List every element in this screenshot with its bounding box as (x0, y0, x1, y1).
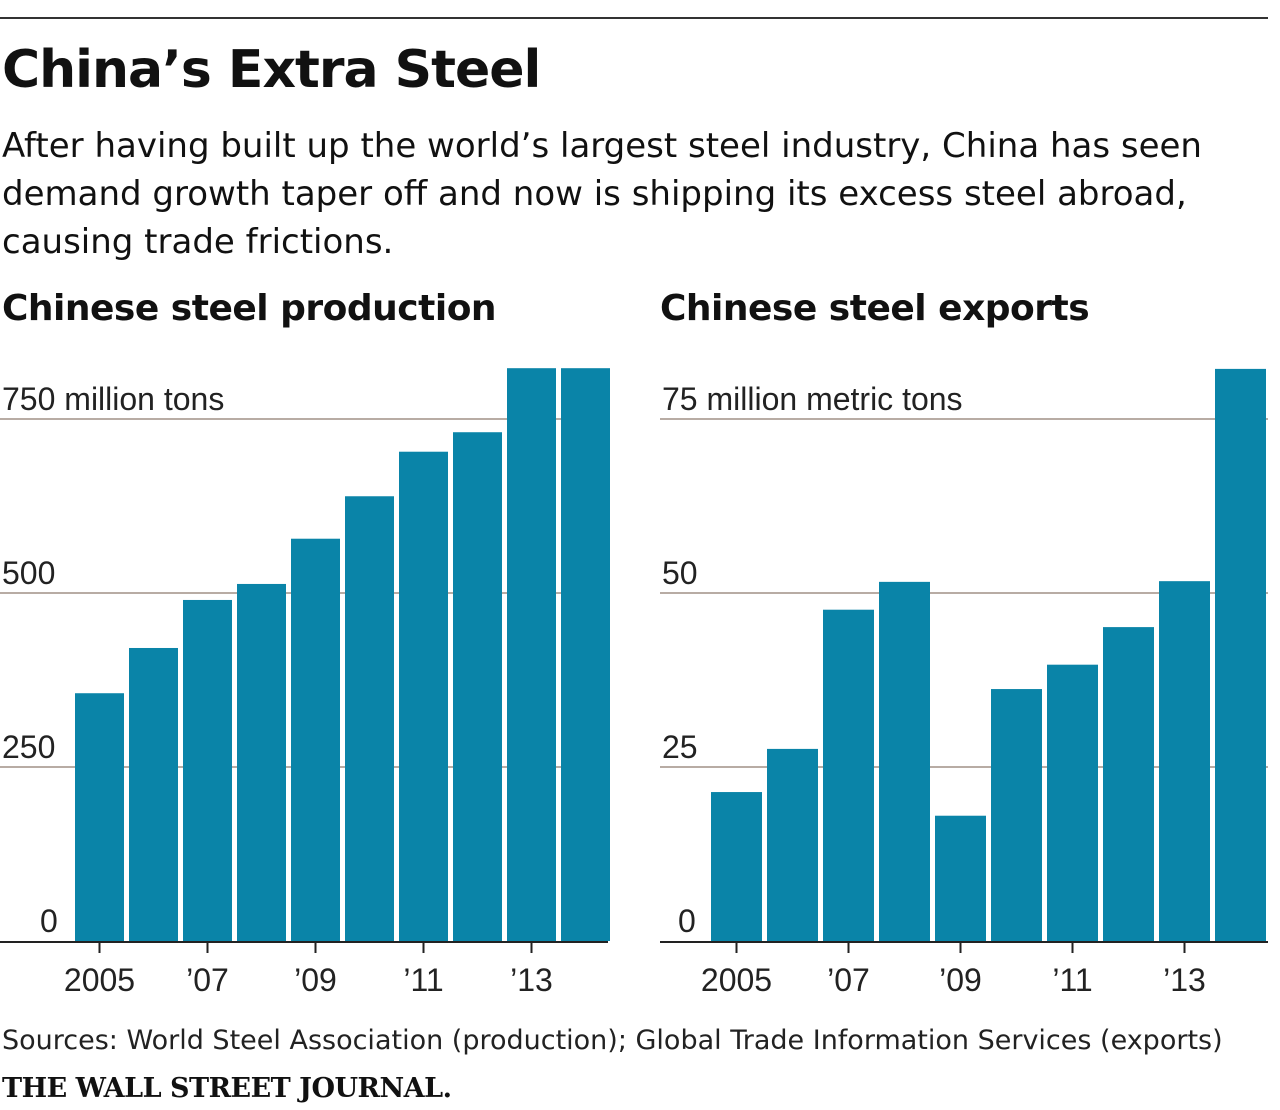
x-tick-label: 2005 (701, 962, 772, 998)
bar-2009 (935, 815, 986, 941)
bar-2007 (823, 609, 874, 941)
x-tick-label: ’09 (939, 962, 982, 998)
bar-2008 (879, 581, 930, 941)
x-tick-label: ’07 (827, 962, 870, 998)
bar-2011 (1047, 664, 1098, 941)
bar-2005 (711, 792, 762, 941)
y-tick-label: 25 (662, 729, 698, 765)
y-tick-label: 0 (678, 903, 696, 939)
source-note: Sources: World Steel Association (produc… (2, 1025, 1223, 1056)
bar-2010 (345, 496, 394, 941)
y-tick-label: 0 (40, 903, 58, 939)
bar-2013 (507, 368, 556, 941)
bar-2014 (561, 368, 610, 941)
page-title: China’s Extra Steel (2, 40, 541, 100)
bar-2013 (1159, 581, 1210, 941)
bar-2010 (991, 689, 1042, 941)
chart-title-exports: Chinese steel exports (660, 288, 1090, 329)
bar-2009 (291, 538, 340, 941)
bar-2014 (1215, 368, 1266, 941)
y-tick-label: 500 (2, 555, 55, 591)
publisher-logo: THE WALL STREET JOURNAL. (2, 1073, 452, 1104)
x-tick-label: ’07 (186, 962, 229, 998)
bar-2012 (1103, 627, 1154, 941)
bar-2007 (183, 599, 232, 941)
bar-2006 (129, 647, 178, 941)
chart-title-production: Chinese steel production (2, 288, 497, 329)
subtitle: After having built up the world’s larges… (2, 126, 1202, 262)
x-tick-label: ’11 (403, 962, 443, 998)
x-tick-label: ’13 (510, 962, 553, 998)
x-tick-label: ’13 (1163, 962, 1206, 998)
bar-2005 (75, 693, 124, 941)
x-tick-label: ’11 (1052, 962, 1092, 998)
bar-2006 (767, 748, 818, 941)
bar-2011 (399, 451, 448, 941)
y-tick-label: 75 million metric tons (662, 381, 963, 417)
y-tick-label: 750 million tons (2, 381, 224, 417)
y-tick-label: 50 (662, 555, 698, 591)
bar-2008 (237, 583, 286, 941)
bar-2012 (453, 432, 502, 941)
y-tick-label: 250 (2, 729, 55, 765)
top-rule (0, 17, 1268, 19)
x-tick-label: ’09 (294, 962, 337, 998)
x-tick-label: 2005 (64, 962, 135, 998)
